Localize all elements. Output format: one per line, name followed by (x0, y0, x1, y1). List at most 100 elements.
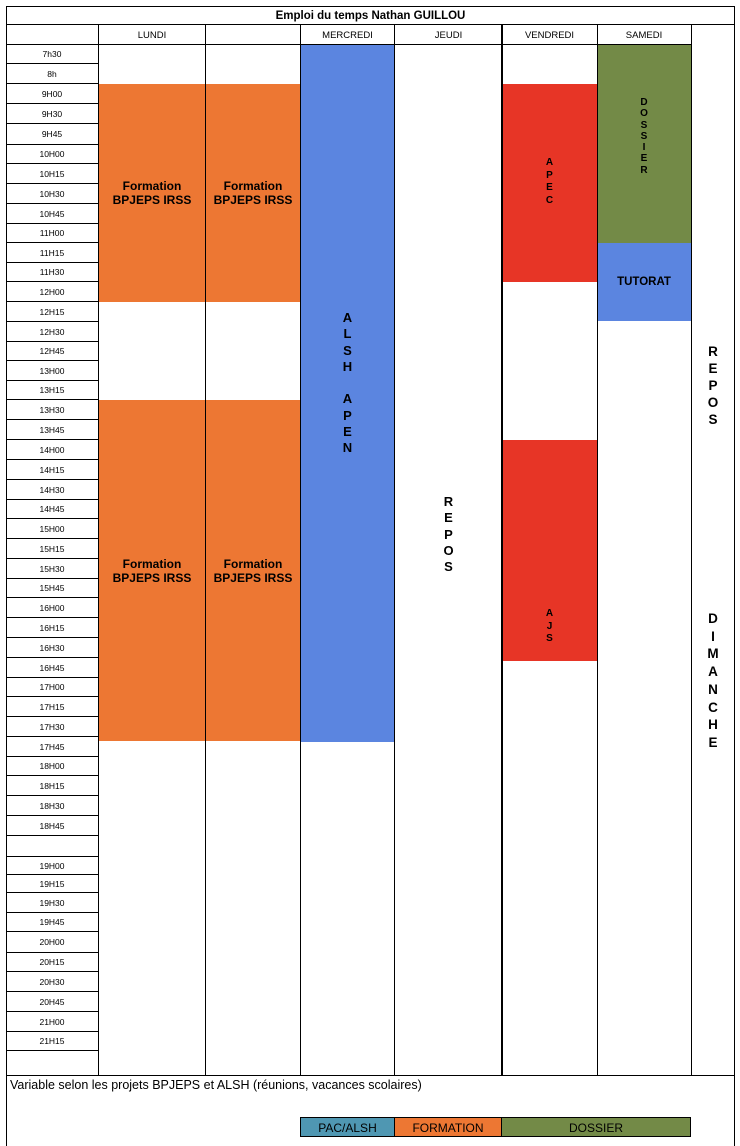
time-slot: 19H45 (6, 913, 98, 932)
vertical-letter: I (711, 628, 715, 644)
time-slot: 14H00 (6, 440, 98, 460)
time-slot: 17H45 (6, 737, 98, 757)
time-slot: 13H00 (6, 361, 98, 381)
header-lundi: LUNDI (137, 30, 167, 41)
header-mercredi: MERCREDI (322, 30, 373, 41)
header-vendredi: VENDREDI (524, 30, 575, 41)
time-slot: 20H15 (6, 953, 98, 972)
vertical-letter: L (343, 326, 352, 342)
vertical-letter: S (343, 342, 352, 358)
vertical-letter: R (640, 164, 648, 176)
vertical-letter: E (708, 734, 718, 750)
legend-dossier: DOSSIER (501, 1117, 691, 1137)
vertical-letter: E (708, 361, 718, 376)
time-slot: 20H45 (6, 992, 98, 1012)
vertical-letter: I (642, 142, 646, 154)
time-slot: 11H30 (6, 263, 98, 282)
vertical-letter: D (708, 611, 718, 626)
time-slot: 12H45 (6, 342, 98, 361)
schedule-title: Emploi du temps Nathan GUILLOU (6, 6, 735, 25)
header-jeudi: JEUDI (434, 30, 463, 41)
time-slot: 18H15 (6, 776, 98, 796)
vertical-letter: P (546, 169, 553, 181)
grid-line (205, 25, 206, 1075)
vertical-letter: A (342, 391, 353, 407)
vertical-letter: H (342, 358, 353, 374)
vertical-letter: S (708, 412, 718, 427)
formation-label: Formation BPJEPS IRSS (213, 179, 293, 207)
vertical-letter: O (640, 108, 648, 120)
time-slot: 17H00 (6, 678, 98, 697)
time-slot: 13H30 (6, 400, 98, 420)
time-slot: 10H15 (6, 164, 98, 184)
vertical-letter: J (546, 620, 553, 632)
samedi-tutorat: TUTORAT (597, 243, 691, 321)
time-slot: 11H15 (6, 243, 98, 263)
time-slot: 20H30 (6, 972, 98, 992)
grid-line (6, 25, 7, 1075)
grid-line (734, 25, 735, 1146)
time-slot: 18H45 (6, 816, 98, 836)
header-bottom-line (6, 44, 691, 45)
vertical-letter: E (640, 153, 648, 165)
time-slot (6, 836, 98, 857)
vertical-letter: H (708, 717, 718, 733)
time-slot: 19H30 (6, 893, 98, 913)
vertical-letter: N (708, 681, 718, 697)
vertical-letter: P (708, 378, 718, 393)
time-slot: 10H45 (6, 204, 98, 224)
time-slot: 16H45 (6, 658, 98, 678)
vertical-letter: E (444, 510, 453, 526)
time-slot: 12H15 (6, 302, 98, 322)
time-slot: 20H00 (6, 932, 98, 953)
time-slot: 15H30 (6, 559, 98, 579)
vertical-letter: A (545, 157, 554, 168)
lundi-formation-afternoon: Formation BPJEPS IRSS (98, 400, 206, 741)
vertical-letter: E (343, 424, 352, 440)
grid-line (6, 1075, 7, 1146)
legend-pac-alsh: PAC/ALSH (300, 1117, 395, 1137)
time-slot: 18H30 (6, 796, 98, 816)
time-slot: 21H00 (6, 1012, 98, 1032)
formation-label: Formation BPJEPS IRSS (213, 556, 293, 585)
vertical-letter: N (342, 440, 353, 456)
vertical-letter: A (342, 310, 353, 325)
grid-line (501, 25, 503, 1075)
time-slot: 14H30 (6, 480, 98, 500)
time-slot: 19H15 (6, 875, 98, 893)
vertical-letter: S (444, 559, 453, 575)
grid-line (691, 25, 692, 1075)
time-slot: 15H45 (6, 579, 98, 598)
header-samedi: SAMEDI (625, 30, 663, 41)
vertical-letter: O (443, 542, 454, 558)
time-slot: 16H00 (6, 598, 98, 618)
time-slot: 8h (6, 64, 98, 84)
grid-line (597, 25, 598, 1075)
vertical-letter: A (545, 608, 554, 619)
grid-line (394, 25, 395, 1075)
vertical-letter: M (707, 646, 719, 662)
vertical-letter: C (708, 699, 718, 715)
time-slot: 14H15 (6, 460, 98, 480)
time-slot: 16H30 (6, 638, 98, 658)
time-slot: 17H15 (6, 697, 98, 717)
time-slot: 18H00 (6, 757, 98, 776)
footer-note: Variable selon les projets BPJEPS et ALS… (10, 1078, 422, 1092)
vertical-letter: R (443, 494, 454, 509)
time-slot: 15H15 (6, 539, 98, 559)
grid-line (300, 25, 301, 1075)
mardi-formation-morning: Formation BPJEPS IRSS (206, 84, 300, 302)
grid-line (98, 25, 99, 1075)
time-slot: 9H45 (6, 124, 98, 145)
vertical-letter: S (640, 119, 648, 131)
vertical-letter: R (708, 344, 718, 359)
